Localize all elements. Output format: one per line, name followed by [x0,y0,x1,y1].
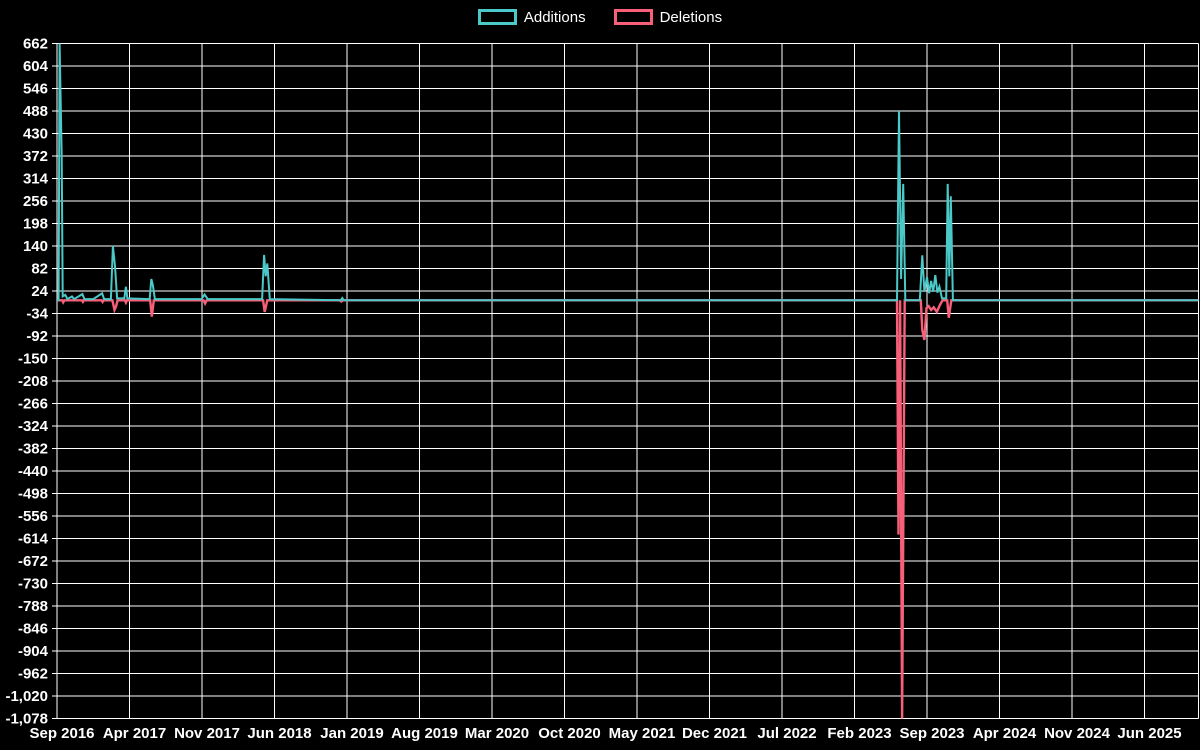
x-tick-label: Nov 2017 [174,725,240,742]
y-tick-label: -1,020 [5,688,48,705]
chart-legend: Additions Deletions [0,4,1200,30]
x-tick-label: Nov 2024 [1044,725,1111,742]
deletions-swatch [613,9,653,25]
y-tick-label: -324 [18,418,49,435]
additions-legend-label: Additions [523,8,586,26]
x-tick-label: Sep 2016 [29,725,94,742]
y-tick-label: 140 [23,238,48,255]
y-tick-label: 256 [23,193,48,210]
y-tick-label: -92 [26,328,48,345]
x-tick-label: Apr 2024 [973,725,1037,742]
y-tick-label: 662 [23,36,48,53]
y-tick-label: -266 [18,396,48,413]
y-tick-label: -556 [18,508,48,525]
x-tick-label: Dec 2021 [682,725,747,742]
y-tick-label: 546 [23,81,48,98]
x-tick-label: Mar 2020 [465,725,529,742]
x-tick-label: Sep 2023 [899,725,964,742]
y-tick-label: 372 [23,148,48,165]
y-tick-label: 488 [23,103,48,120]
x-tick-label: Aug 2019 [391,725,458,742]
y-tick-label: 24 [31,283,48,300]
y-tick-label: -498 [18,486,48,503]
legend-item-additions[interactable]: Additions [477,8,586,26]
y-tick-label: 430 [23,126,48,143]
deletions-legend-label: Deletions [659,8,723,26]
y-tick-label: -904 [18,643,49,660]
y-tick-label: 604 [23,58,49,75]
legend-item-deletions[interactable]: Deletions [613,8,723,26]
y-tick-label: -382 [18,441,48,458]
y-tick-label: -1,078 [5,711,48,728]
x-tick-label: Feb 2023 [827,725,891,742]
additions-swatch [477,9,517,25]
y-tick-label: -788 [18,598,48,615]
y-tick-label: -440 [18,463,48,480]
y-tick-label: -34 [26,306,48,323]
y-tick-label: 314 [23,171,49,188]
x-tick-label: Oct 2020 [538,725,601,742]
y-tick-label: -730 [18,576,48,593]
y-tick-label: 82 [31,261,48,278]
y-tick-label: -208 [18,373,48,390]
y-tick-label: -150 [18,351,48,368]
y-tick-label: 198 [23,216,48,233]
y-tick-label: -672 [18,553,48,570]
y-tick-label: -846 [18,621,48,638]
deletions-line [57,299,1199,719]
x-tick-label: Jun 2018 [247,725,311,742]
x-tick-label: Apr 2017 [103,725,166,742]
x-tick-label: Jan 2019 [320,725,383,742]
x-tick-label: May 2021 [609,725,676,742]
y-tick-label: -614 [18,531,49,548]
x-tick-label: Jul 2022 [757,725,816,742]
additions-line [57,43,1199,302]
x-tick-label: Jun 2025 [1117,725,1181,742]
y-tick-label: -962 [18,666,48,683]
